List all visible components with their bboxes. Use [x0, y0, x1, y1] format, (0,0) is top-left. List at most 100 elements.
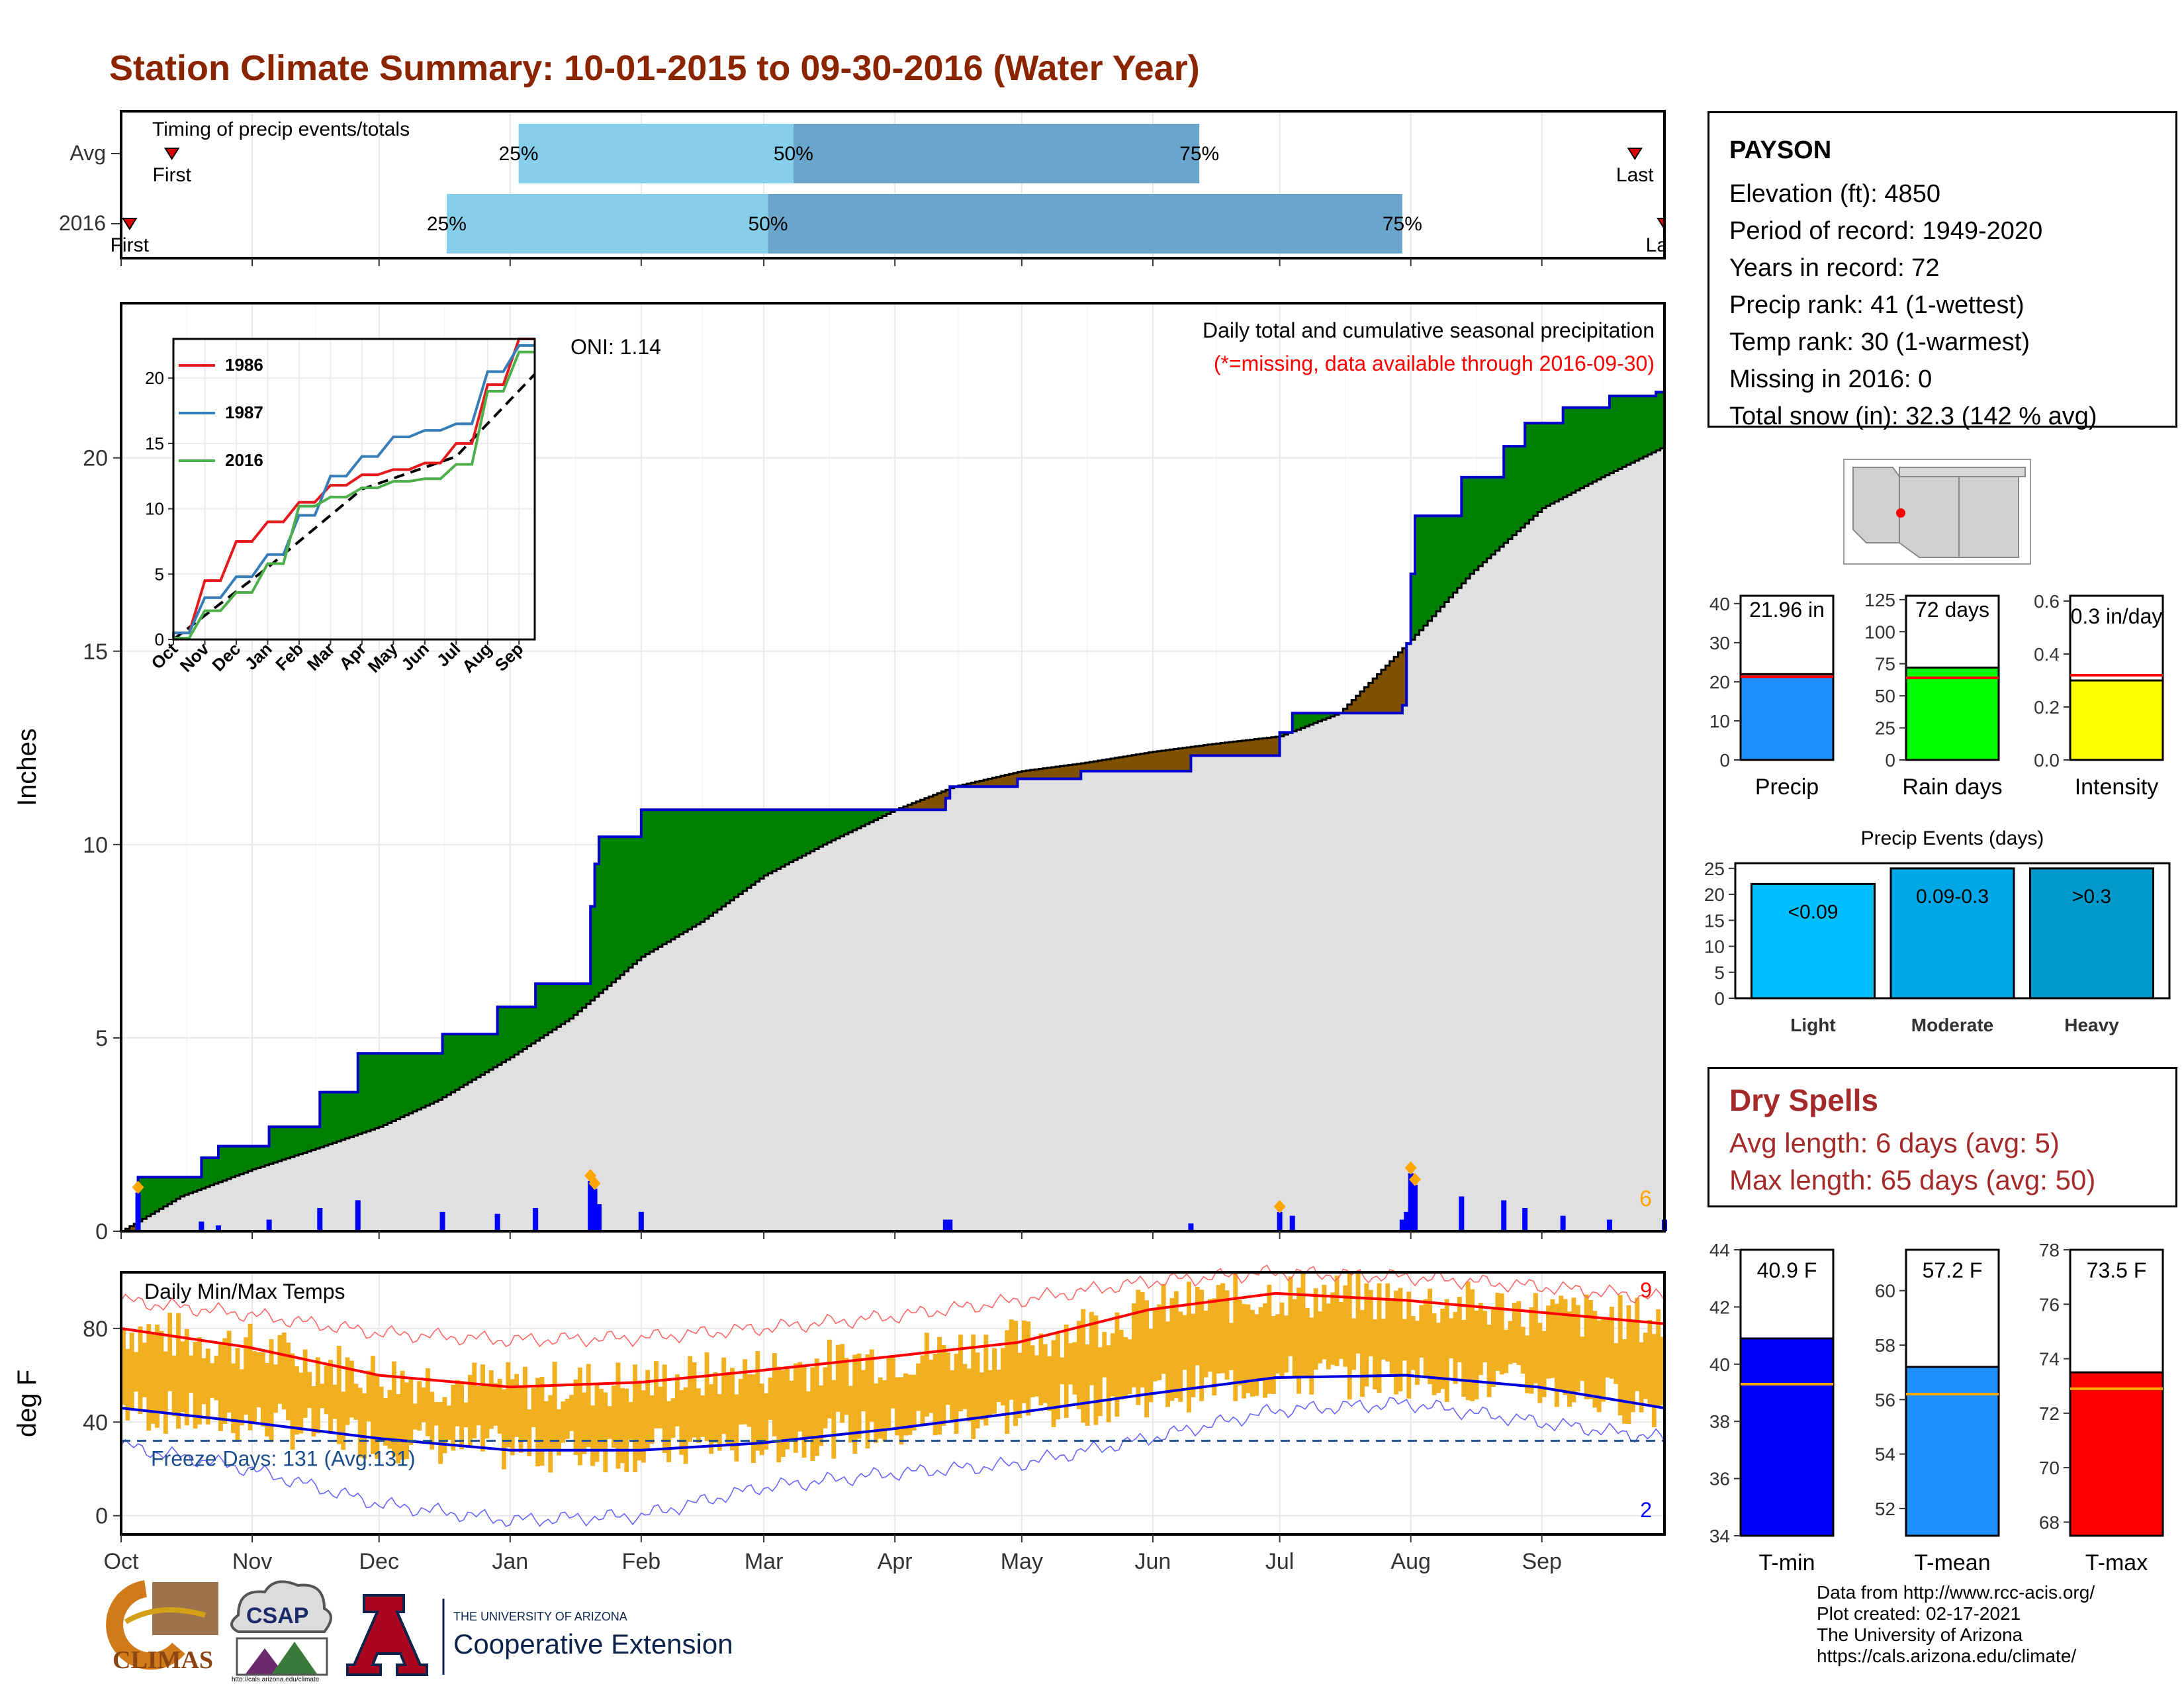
precip-above-normal-fill: [1592, 408, 1597, 482]
temps-daily-bar: [1592, 1311, 1597, 1407]
dry-spells-title: Dry Spells: [1729, 1082, 2156, 1118]
precip-above-normal-fill: [1419, 516, 1424, 630]
precip-above-normal-fill: [472, 1034, 477, 1080]
csap-text: CSAP: [246, 1603, 308, 1628]
precip-above-normal-fill: [455, 1034, 460, 1090]
temps-daily-bar: [1584, 1295, 1589, 1399]
temps-daily-bar: [1394, 1291, 1398, 1395]
precip-above-normal-fill: [1588, 408, 1593, 484]
csap-logo: CSAP http://cals.arizona.edu/climate: [232, 1581, 331, 1681]
inset-legend-label: 1987: [225, 402, 263, 422]
temps-daily-bar: [1614, 1343, 1618, 1384]
precip-below-normal-fill: [1178, 749, 1183, 771]
gauge-ytick-label: 58: [1875, 1335, 1895, 1356]
logos: CLIMAS CSAP http://cals.arizona.edu/clim…: [106, 1575, 754, 1681]
temps-daily-bar: [180, 1341, 185, 1412]
temps-daily-bar: [1043, 1344, 1048, 1403]
temps-daily-bar: [620, 1388, 625, 1464]
temps-title: Daily Min/Max Temps: [144, 1280, 345, 1303]
timing-q25-label: 25%: [427, 213, 467, 235]
precip-daily-bar: [639, 1212, 644, 1231]
temps-daily-bar: [557, 1409, 561, 1456]
precip-above-normal-fill: [1618, 396, 1623, 469]
gauge-value: 72 days: [1915, 598, 1989, 622]
precip-below-normal-fill: [1220, 743, 1225, 755]
temps-daily-bar: [565, 1399, 570, 1439]
precip-below-normal-fill: [1267, 737, 1271, 755]
gauge-ytick-label: 72: [2039, 1403, 2060, 1424]
csap-url: http://cals.arizona.edu/climate: [232, 1676, 320, 1681]
temps-daily-bar: [261, 1352, 265, 1427]
station-map: [1844, 459, 2030, 564]
precip-above-normal-fill: [510, 1007, 515, 1057]
temps-daily-bar: [586, 1364, 591, 1446]
gauge-ytick-label: 78: [2039, 1240, 2060, 1260]
precip-above-normal-fill: [396, 1053, 400, 1119]
temps-daily-bar: [484, 1385, 489, 1438]
temps-daily-bar: [650, 1395, 655, 1444]
precip-above-normal-fill: [645, 810, 650, 954]
precip-above-normal-fill: [781, 810, 786, 867]
precip-above-normal-fill: [349, 1092, 354, 1137]
precip-below-normal-fill: [1052, 767, 1056, 779]
temps-daily-bar: [417, 1381, 422, 1430]
gauge-bar: [1906, 668, 1999, 761]
temps-daily-bar: [874, 1383, 878, 1443]
month-label: Dec: [359, 1549, 398, 1574]
temps-daily-bar: [1047, 1356, 1052, 1411]
temps-daily-bar: [641, 1390, 646, 1462]
temps-daily-bar: [582, 1392, 586, 1454]
temps-daily-bar: [1144, 1300, 1149, 1417]
precip-above-normal-fill: [836, 810, 841, 838]
station-info: PAYSON Elevation (ft): 4850 Period of re…: [1707, 111, 2177, 428]
precip-above-normal-fill: [295, 1127, 299, 1155]
temps-daily-bar: [785, 1369, 790, 1450]
temps-daily-bar: [1017, 1353, 1022, 1419]
climas-text: CLIMAS: [113, 1646, 213, 1674]
temps-daily-bar: [950, 1370, 954, 1422]
precip-above-normal-fill: [650, 810, 655, 951]
gauge-ytick-label: 125: [1864, 590, 1895, 610]
precip-above-normal-fill: [1466, 477, 1471, 579]
temps-daily-bar: [755, 1351, 760, 1451]
precip-above-normal-fill: [388, 1053, 392, 1123]
temps-daily-bar: [806, 1391, 811, 1439]
credit-line: Plot created: 02-17-2021: [1817, 1603, 2095, 1624]
precip-above-normal-fill: [459, 1034, 464, 1087]
precip-above-normal-fill: [261, 1146, 265, 1166]
temps-daily-bar: [895, 1378, 899, 1436]
gauge-label: T-min: [1759, 1550, 1815, 1575]
temps-daily-bar: [1238, 1300, 1242, 1385]
timing-bar-q1: [447, 194, 768, 254]
temps-daily-bar: [328, 1360, 333, 1433]
temps-daily-bar: [422, 1387, 426, 1422]
timing-first-label: First: [153, 164, 192, 186]
events-category-label: Light: [1790, 1015, 1835, 1035]
precip-above-normal-fill: [1584, 408, 1589, 487]
precip-daily-bar: [440, 1212, 445, 1231]
gauge-ytick-label: 76: [2039, 1294, 2060, 1315]
precip-below-normal-fill: [1047, 768, 1052, 779]
gauge-ytick-label: 52: [1875, 1499, 1895, 1519]
temps-daily-bar: [408, 1379, 413, 1445]
temps-daily-bar: [1440, 1309, 1445, 1389]
temps-ytick-label: 40: [83, 1410, 108, 1435]
precip-above-normal-fill: [277, 1127, 282, 1161]
precip-above-normal-fill: [493, 1034, 498, 1067]
events-ytick-label: 0: [1714, 988, 1725, 1009]
temps-daily-bar: [1335, 1276, 1340, 1366]
precip-above-normal-fill: [743, 810, 747, 891]
temps-daily-bar: [1618, 1295, 1623, 1415]
precip-above-normal-fill: [531, 1007, 536, 1043]
temps-daily-bar: [1495, 1293, 1500, 1371]
month-label: Feb: [622, 1549, 661, 1574]
temps-daily-bar: [1102, 1332, 1107, 1378]
precip-above-normal-fill: [1470, 477, 1475, 574]
month-label: Sep: [1522, 1549, 1562, 1574]
precip-above-normal-fill: [768, 810, 773, 873]
temps-daily-bar: [1314, 1288, 1318, 1370]
timing-row-label: Avg: [69, 141, 106, 165]
temps-daily-bar: [912, 1375, 917, 1430]
temps-daily-bar: [734, 1394, 739, 1461]
map-state-north: [1899, 467, 2025, 477]
